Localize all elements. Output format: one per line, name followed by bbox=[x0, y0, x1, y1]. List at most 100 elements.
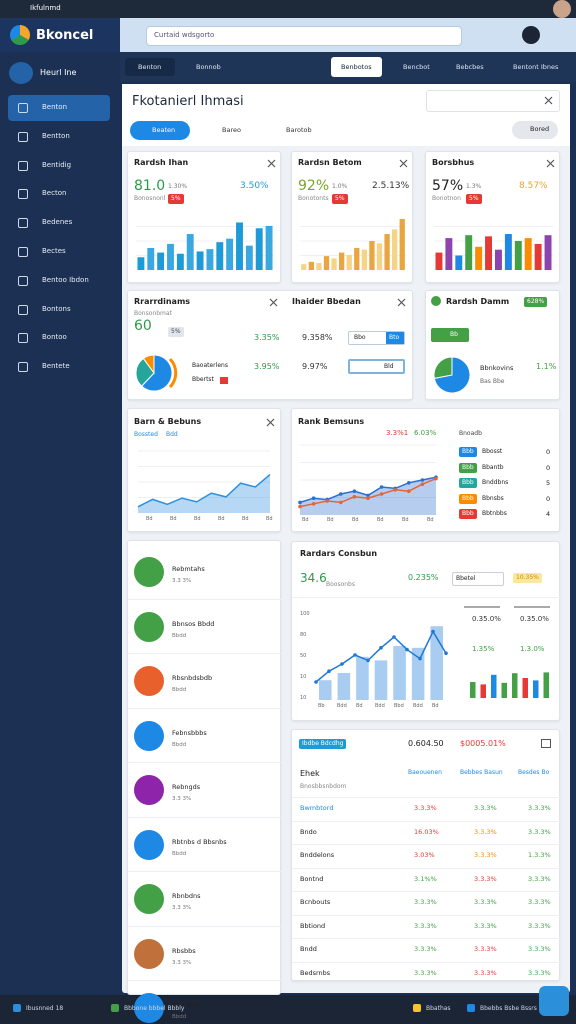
toolbar-button[interactable]: Barotob bbox=[286, 126, 312, 134]
bar bbox=[319, 680, 332, 700]
list-title: Rebmtahs bbox=[172, 565, 205, 573]
chart bbox=[269, 298, 278, 307]
point bbox=[366, 493, 370, 498]
sidebar-item[interactable]: Bontoo bbox=[42, 333, 67, 342]
chart bbox=[298, 444, 438, 515]
sidebar-item[interactable]: Becton bbox=[42, 189, 67, 198]
divider bbox=[128, 871, 282, 872]
bar bbox=[255, 228, 263, 270]
user-icon bbox=[9, 62, 33, 84]
table-cell: Bbtiond bbox=[300, 921, 326, 930]
chart bbox=[137, 450, 271, 513]
sidebar-item[interactable]: Bentoo Ibdon bbox=[42, 275, 89, 284]
list-title: Rbnbtss bbox=[172, 1001, 199, 1009]
kpi-badge: 5% bbox=[168, 194, 184, 204]
divider bbox=[128, 598, 282, 600]
table-head: Bebbes Basun bbox=[460, 769, 503, 776]
button-blue[interactable] bbox=[386, 332, 404, 344]
close-icon bbox=[544, 96, 553, 105]
button-group[interactable] bbox=[348, 331, 405, 345]
tab[interactable]: Benbotos bbox=[341, 63, 372, 71]
bar bbox=[494, 249, 502, 270]
y-label: 100 bbox=[300, 611, 310, 617]
toolbar-button[interactable]: Beaten bbox=[152, 126, 176, 134]
bar bbox=[491, 674, 497, 698]
sidebar-item[interactable]: Bentete bbox=[42, 362, 70, 371]
bar bbox=[374, 660, 388, 700]
tab[interactable]: Bonnob bbox=[196, 63, 221, 71]
select[interactable] bbox=[452, 572, 504, 586]
bar bbox=[376, 243, 383, 270]
legend-sub: Bnoadb bbox=[459, 430, 482, 437]
sidebar-item[interactable]: Bedenes bbox=[42, 218, 73, 227]
card-sub: Bossted bbox=[134, 431, 158, 438]
mini-button[interactable] bbox=[431, 328, 469, 342]
point bbox=[311, 496, 316, 500]
table-cell: 3.03% bbox=[414, 851, 435, 859]
chart bbox=[544, 96, 553, 105]
sidebar-icon bbox=[18, 103, 28, 113]
search-box[interactable] bbox=[146, 26, 462, 46]
table-cell: 3.3.3% bbox=[528, 898, 551, 906]
close-icon bbox=[546, 159, 555, 168]
legend-label: Bnddbns bbox=[482, 479, 509, 486]
row-divider bbox=[292, 867, 561, 869]
list-icon bbox=[134, 938, 164, 969]
list-sub: Bbdd bbox=[172, 850, 187, 857]
tab[interactable]: Bencbot bbox=[403, 63, 430, 71]
point bbox=[405, 647, 409, 652]
page-search[interactable] bbox=[426, 90, 560, 112]
tab[interactable]: Bentont Ibnes bbox=[513, 63, 559, 71]
list-sub: Bbdd bbox=[172, 632, 187, 639]
table-cell: Bcnbouts bbox=[300, 898, 331, 906]
table-cell: Bndo bbox=[300, 827, 317, 836]
x-label: Bd bbox=[327, 517, 334, 523]
toolbar-primary[interactable] bbox=[130, 121, 190, 140]
close-icon bbox=[269, 298, 278, 307]
bar bbox=[338, 252, 345, 270]
user-dot bbox=[522, 26, 540, 44]
bar bbox=[512, 673, 518, 698]
stat: 1.3.0% bbox=[520, 645, 545, 653]
legend-item: Baoaterlens bbox=[192, 362, 228, 369]
card-title: Rardsn Betom bbox=[298, 158, 362, 167]
point bbox=[420, 478, 425, 482]
x-label: Bd bbox=[402, 517, 409, 523]
pie-slice bbox=[433, 356, 453, 379]
sidebar-item[interactable]: Bectes bbox=[42, 247, 66, 255]
point bbox=[366, 496, 370, 500]
bar bbox=[308, 261, 315, 270]
tab[interactable]: Bebcbes bbox=[456, 63, 484, 71]
tab[interactable]: Benton bbox=[138, 63, 162, 71]
point bbox=[392, 635, 396, 639]
list-icon bbox=[134, 993, 164, 1023]
footer-bar bbox=[0, 995, 576, 1024]
x-label: Bdd bbox=[375, 703, 385, 709]
card-title: Rank Bemsuns bbox=[298, 417, 365, 426]
list-icon bbox=[134, 611, 164, 642]
sidebar-item[interactable]: Benton bbox=[42, 103, 68, 111]
logo-icon bbox=[10, 25, 30, 45]
action-button[interactable] bbox=[512, 121, 558, 139]
kpi-sub: Bonotonts bbox=[298, 195, 329, 202]
button-group[interactable] bbox=[348, 359, 405, 374]
sidebar-item[interactable]: Bentton bbox=[42, 131, 70, 140]
toolbar-button[interactable]: Bareo bbox=[222, 126, 241, 134]
list-sub: Bbdd bbox=[172, 741, 187, 748]
sidebar-icon bbox=[18, 160, 28, 171]
x-label: Bd bbox=[146, 516, 153, 522]
table-cell: 3.3.3% bbox=[414, 898, 437, 906]
card: Rardsh Damm 628% Bb Bbnkovins 1.1% Bas Bbe bbox=[425, 290, 560, 400]
card: Rardsh Ihan 81.0 1.30% 3.50% Bonosnonl 5% bbox=[127, 151, 281, 283]
bar bbox=[369, 241, 375, 270]
sidebar-item[interactable]: Bontons bbox=[42, 304, 71, 313]
bar bbox=[543, 672, 549, 698]
stat: 3.35% bbox=[254, 333, 280, 342]
bar bbox=[147, 247, 155, 270]
sidebar-item[interactable]: Bentidig bbox=[42, 160, 72, 169]
chat-button[interactable] bbox=[539, 986, 569, 1016]
footer-icon bbox=[413, 1004, 421, 1012]
footer-item: Ibusnned 18 bbox=[26, 1005, 64, 1012]
table-amount: $0005.01% bbox=[460, 739, 506, 748]
